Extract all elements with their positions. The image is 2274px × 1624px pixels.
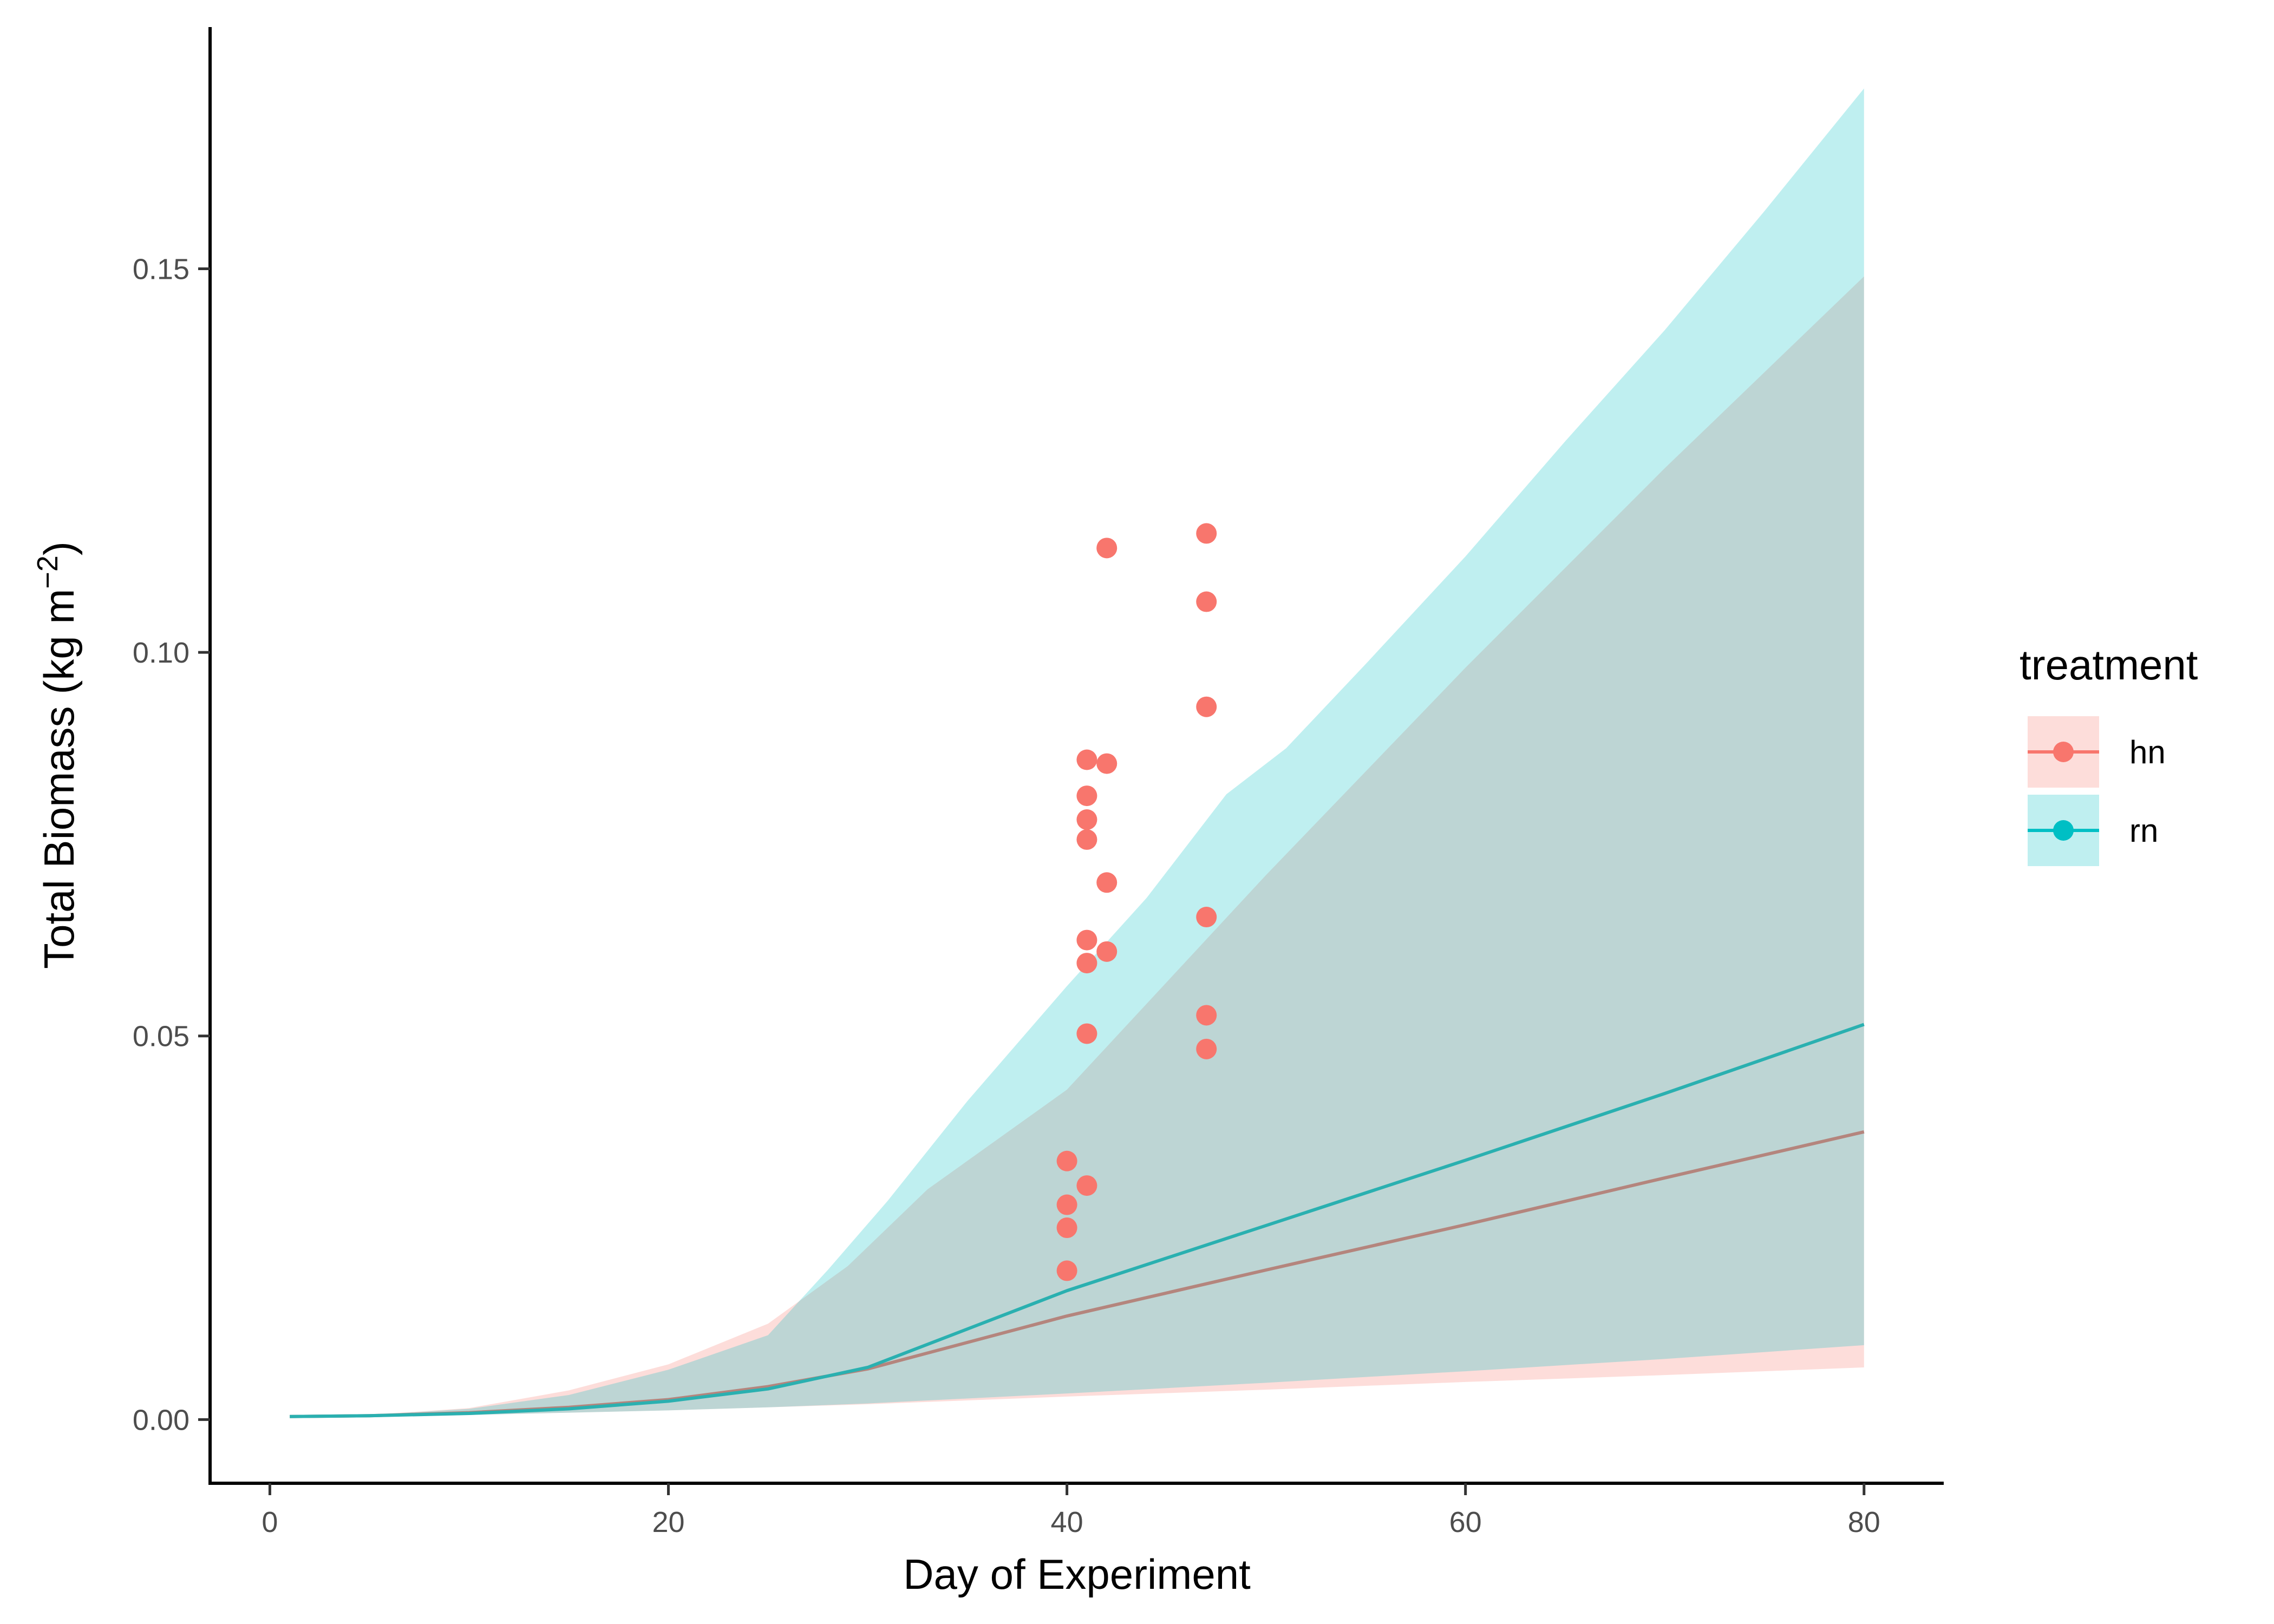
y-axis-title-close: ): [35, 541, 83, 555]
y-tick-label: 0.00: [133, 1404, 190, 1436]
point-hn: [1076, 829, 1097, 850]
y-axis-title: Total Biomass (kg m−2): [31, 541, 83, 969]
point-hn: [1096, 753, 1118, 774]
point-hn: [1076, 1023, 1097, 1044]
y-tick-label: 0.10: [133, 637, 190, 669]
legend-label-hn: hn: [2129, 734, 2166, 770]
point-hn: [1096, 941, 1118, 962]
point-hn: [1076, 809, 1097, 830]
point-hn: [1076, 785, 1097, 807]
point-hn: [1056, 1194, 1077, 1215]
series-lines: [290, 1023, 1865, 1418]
point-hn: [1196, 1038, 1217, 1059]
point-hn: [1056, 1150, 1077, 1171]
point-hn: [1196, 696, 1217, 717]
point-hn: [1196, 523, 1217, 544]
legend-title: treatment: [2020, 641, 2198, 689]
axes: 0 20 40 60 80 0.00 0.05 0.10 0.15: [133, 27, 1944, 1538]
legend-key-point: [2053, 742, 2074, 762]
point-hn: [1096, 872, 1118, 893]
line-rn: [290, 1023, 1865, 1418]
x-tick-label: 40: [1051, 1506, 1083, 1538]
legend: treatment hn rn: [2020, 641, 2198, 866]
point-hn: [1056, 1217, 1077, 1239]
x-tick-label: 20: [652, 1506, 684, 1538]
x-axis-title: Day of Experiment: [903, 1550, 1251, 1598]
point-hn: [1076, 929, 1097, 951]
point-hn: [1196, 1005, 1217, 1026]
y-axis-title-superscript: −2: [31, 555, 64, 589]
point-hn: [1076, 1175, 1097, 1196]
x-tick-label: 80: [1848, 1506, 1880, 1538]
y-tick-label: 0.15: [133, 253, 190, 285]
point-hn: [1096, 538, 1118, 559]
band-rn: [290, 88, 1864, 1417]
x-tick-label: 0: [262, 1506, 278, 1538]
point-hn: [1076, 953, 1097, 974]
point-hn: [1076, 749, 1097, 770]
point-hn: [1056, 1260, 1077, 1281]
legend-label-rn: rn: [2129, 813, 2158, 849]
x-tick-label: 60: [1449, 1506, 1482, 1538]
legend-key-point: [2053, 820, 2074, 841]
observed-points: [1056, 523, 1217, 1281]
point-hn: [1196, 591, 1217, 612]
point-hn: [1196, 907, 1217, 928]
confidence-bands: [290, 88, 1864, 1417]
band-hn: [290, 276, 1864, 1417]
y-axis-title-main: Total Biomass (kg m: [35, 589, 83, 969]
y-tick-label: 0.05: [133, 1020, 190, 1053]
